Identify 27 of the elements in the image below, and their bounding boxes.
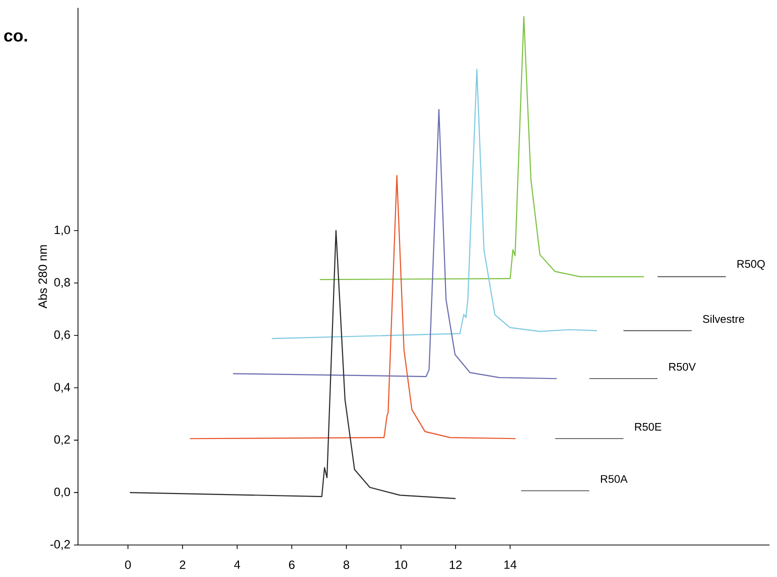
- y-tick-label: -0,2: [50, 540, 70, 550]
- x-tick-label: 2: [180, 560, 186, 569]
- x-tick-label: 4: [234, 560, 240, 569]
- text: R50Q: [737, 260, 765, 270]
- y-tick-label: 0,6: [54, 330, 70, 340]
- line-series: [271, 68, 598, 340]
- x-tick-label: 8: [344, 560, 350, 570]
- x-tick-label: 14: [504, 560, 516, 569]
- x-tick-label: 6: [289, 560, 295, 570]
- y-tick-label: 1,0: [54, 226, 70, 236]
- line-series: [319, 16, 644, 280]
- x-tick-label: 0: [125, 560, 131, 570]
- line-series: [232, 108, 558, 380]
- line-series: [129, 230, 456, 500]
- text: R50E: [635, 422, 662, 431]
- y-axis-title: Abs 280 nm: [38, 245, 47, 308]
- line-series: [189, 175, 516, 440]
- text: co.: [4, 32, 27, 42]
- y-tick-label: 0,2: [54, 435, 70, 446]
- x-tick-label: 10: [395, 560, 408, 570]
- text: Silvestre: [702, 314, 744, 323]
- x-tick-label: 12: [450, 560, 462, 569]
- y-tick-label: 0,4: [54, 382, 70, 393]
- text: R50V: [669, 362, 696, 371]
- text: R50A: [600, 475, 628, 483]
- y-tick-label: 0,8: [54, 278, 70, 288]
- y-tick-label: 0,0: [54, 488, 70, 498]
